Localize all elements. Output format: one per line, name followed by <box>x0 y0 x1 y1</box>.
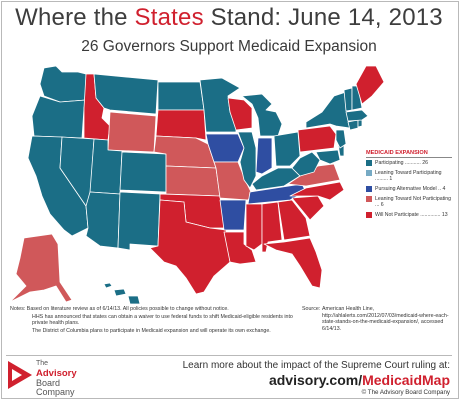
legend-swatch <box>366 212 372 218</box>
legend-swatch <box>366 160 372 166</box>
title-highlight: States <box>134 4 204 31</box>
state-NC[interactable] <box>289 181 345 201</box>
state-WI[interactable] <box>227 97 253 131</box>
logo-advisory: Advisory <box>36 368 77 379</box>
state-MT[interactable] <box>93 73 159 115</box>
note-line-3: The District of Columbia plans to partic… <box>32 327 271 334</box>
state-AR[interactable] <box>219 199 247 231</box>
logo-company: Company <box>36 387 75 397</box>
legend-swatch <box>366 186 372 192</box>
cta-url-prefix: advisory.com/ <box>268 372 363 388</box>
map-legend: MEDICAID EXPANSION Participating .......… <box>366 150 452 222</box>
source-label: Source: <box>302 306 321 312</box>
state-ME[interactable] <box>355 65 385 105</box>
state-GA[interactable] <box>277 199 311 241</box>
state-PA[interactable] <box>297 125 337 153</box>
cta-url-highlight: MedicaidMap <box>362 372 450 388</box>
legend-label: Leaning Toward Participating ......... 1 <box>375 170 442 182</box>
legend-item-participating: Participating ........... 26 <box>366 160 452 166</box>
page-subtitle: 26 Governors Support Medicaid Expansion <box>81 38 377 55</box>
state-CO[interactable] <box>119 151 167 193</box>
state-NJ[interactable] <box>335 129 347 149</box>
legend-title: MEDICAID EXPANSION <box>366 150 452 158</box>
cta-link[interactable]: advisory.com/MedicaidMap <box>183 372 450 388</box>
advisory-board-logo[interactable]: The Advisory Board Company <box>8 359 88 397</box>
state-OR[interactable] <box>31 95 87 139</box>
state-MA[interactable] <box>345 109 369 122</box>
state-MS[interactable] <box>245 203 263 251</box>
legend-swatch <box>366 196 372 202</box>
state-IL[interactable] <box>237 131 257 189</box>
legend-item-pursuing-alternative: Pursuing Alternative Model .. 4 <box>366 186 452 192</box>
state-SC[interactable] <box>291 195 325 221</box>
state-ND[interactable] <box>157 81 205 111</box>
legend-item-leaning-toward-participating: Leaning Toward Participating ......... 1 <box>366 170 452 182</box>
logo-triangle-icon <box>8 361 32 389</box>
notes: Notes: Based on literature review as of … <box>10 306 298 334</box>
copyright: © The Advisory Board Company <box>361 389 450 396</box>
state-FL[interactable] <box>263 237 323 289</box>
call-to-action: Learn more about the impact of the Supre… <box>183 360 450 396</box>
state-KS[interactable] <box>165 165 221 197</box>
state-WY[interactable] <box>107 111 157 153</box>
footer-divider <box>6 355 452 356</box>
state-IN[interactable] <box>255 137 273 175</box>
note-line-2: HHS has announced that states can obtain… <box>32 313 293 327</box>
state-AK[interactable] <box>9 233 73 303</box>
cta-text: Learn more about the impact of the Supre… <box>182 360 450 371</box>
state-SD[interactable] <box>155 109 207 141</box>
legend-label: Participating ........... 26 <box>375 160 429 166</box>
state-LA[interactable] <box>223 231 257 265</box>
state-CT[interactable] <box>347 119 359 131</box>
title-prefix: Where the <box>15 4 135 31</box>
legend-label: Leaning Toward Not Participating ... 6 <box>375 196 452 208</box>
logo-the: The <box>36 360 49 367</box>
logo-board: Board <box>36 378 61 388</box>
legend-label: Pursuing Alternative Model .. 4 <box>375 186 446 192</box>
state-RI[interactable] <box>357 119 363 128</box>
legend-swatch <box>366 170 372 176</box>
state-NM[interactable] <box>117 191 161 251</box>
source: Source: American Health Line, http://ahl… <box>302 306 452 332</box>
state-WV[interactable] <box>291 151 321 177</box>
page-title: Where the States Stand: June 14, 2013 <box>0 4 458 32</box>
state-NH[interactable] <box>351 85 363 111</box>
legend-label: Will Not Participate .............. 13 <box>375 212 448 218</box>
state-NY[interactable] <box>305 91 351 129</box>
state-MD[interactable] <box>315 149 341 165</box>
source-text: American Health Line, http://ahlalerts.c… <box>322 306 449 332</box>
state-OH[interactable] <box>273 131 301 167</box>
state-TX[interactable] <box>149 199 231 295</box>
state-WA[interactable] <box>39 65 87 103</box>
legend-item-leaning-toward-not: Leaning Toward Not Participating ... 6 <box>366 196 452 208</box>
state-MI[interactable] <box>241 93 283 137</box>
note-line-1: Notes: Based on literature review as of … <box>10 306 229 312</box>
state-HI[interactable] <box>103 282 141 305</box>
title-suffix: Stand: June 14, 2013 <box>203 4 443 31</box>
legend-item-will-not: Will Not Participate .............. 13 <box>366 212 452 218</box>
state-AZ[interactable] <box>85 191 121 249</box>
